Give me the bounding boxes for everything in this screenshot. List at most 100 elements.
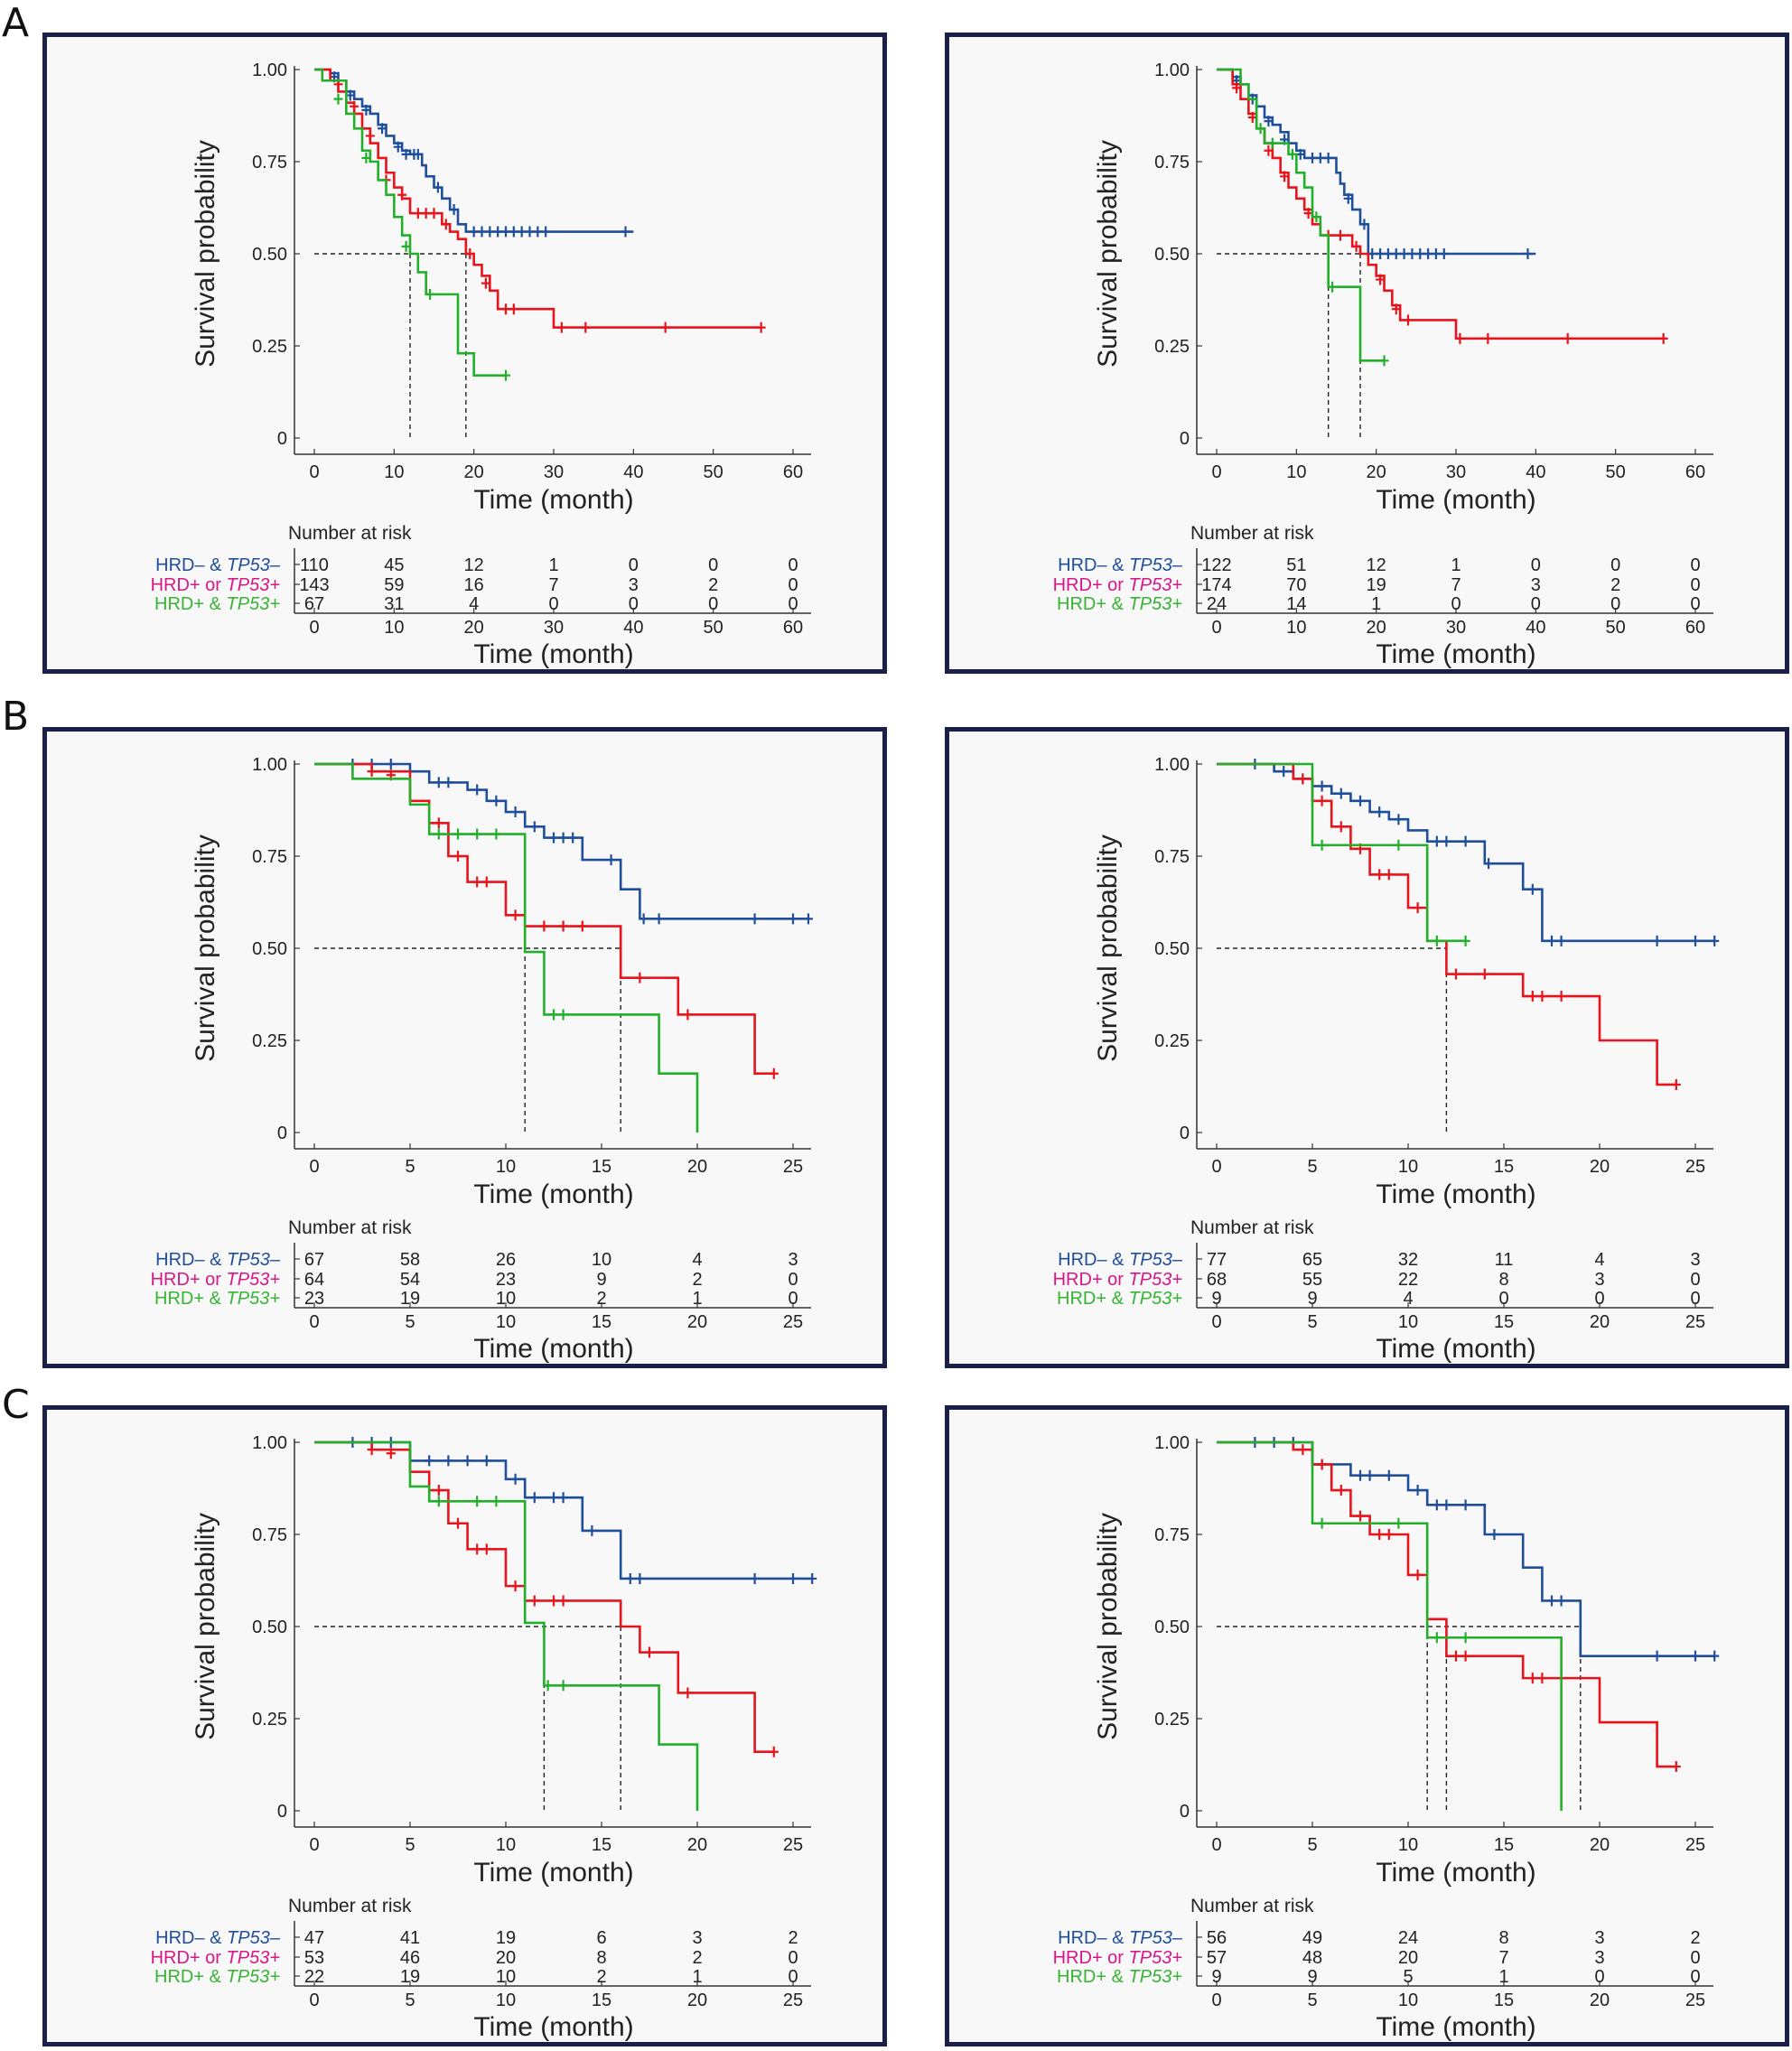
censor-mark: [491, 828, 501, 840]
censor-mark: [1356, 795, 1365, 806]
risk-count: 77: [1207, 1250, 1227, 1270]
censor-mark: [453, 828, 462, 840]
risk-table-title: Number at risk: [1190, 1217, 1314, 1238]
x-tick-label: 25: [783, 1157, 803, 1177]
censor-mark: [1365, 1469, 1375, 1481]
risk-count: 0: [1594, 1967, 1604, 1987]
censor-mark: [1563, 332, 1573, 344]
risk-count: 56: [1207, 1928, 1227, 1948]
censor-mark: [501, 303, 510, 315]
x-tick-label: 5: [1307, 1835, 1317, 1855]
censor-mark: [401, 240, 411, 252]
risk-count: 0: [788, 575, 798, 595]
censor-mark: [1442, 1499, 1451, 1511]
censor-mark: [361, 152, 371, 163]
censor-mark: [1287, 148, 1297, 160]
risk-x-axis-title: Time (month): [473, 1334, 633, 1364]
x-tick-label: 30: [544, 462, 564, 482]
risk-count: 5: [1403, 1967, 1413, 1987]
risk-x-tick-label: 20: [1367, 618, 1386, 638]
censor-mark: [1547, 1595, 1556, 1607]
y-tick-label: 0.75: [1154, 1525, 1190, 1545]
risk-x-tick-label: 0: [1211, 618, 1221, 638]
x-tick-label: 10: [1398, 1835, 1418, 1855]
y-axis-title: Survival probability: [191, 140, 220, 368]
censor-mark: [1328, 281, 1338, 293]
censor-mark: [1439, 248, 1449, 259]
risk-group-label: HRD+ or TP53+: [1053, 1948, 1182, 1968]
censor-mark: [1461, 1499, 1470, 1511]
censor-mark: [1432, 835, 1442, 847]
censor-mark: [1461, 1632, 1470, 1644]
censor-mark: [1547, 935, 1556, 946]
risk-count: 23: [304, 1289, 324, 1309]
censor-mark: [386, 759, 396, 769]
censor-mark: [1415, 248, 1425, 259]
risk-count: 55: [1302, 1270, 1322, 1290]
risk-count: 0: [788, 1967, 798, 1987]
risk-x-tick-label: 5: [1307, 1312, 1317, 1332]
risk-count: 7: [548, 575, 558, 595]
risk-group-label: HRD– & TP53–: [1058, 1250, 1183, 1270]
y-tick-label: 0.75: [252, 1525, 287, 1545]
y-tick-label: 0.50: [252, 939, 287, 959]
x-tick-label: 20: [1367, 462, 1386, 482]
x-tick-label: 25: [1685, 1835, 1705, 1855]
risk-count: 0: [788, 1948, 798, 1968]
survival-curve-group-1: [1217, 762, 1715, 943]
risk-x-tick-label: 60: [1685, 618, 1705, 638]
risk-x-tick-label: 15: [592, 1990, 611, 2010]
censor-mark: [1232, 82, 1242, 94]
censor-mark: [529, 821, 539, 833]
risk-x-tick-label: 20: [1590, 1312, 1610, 1332]
km-panel-c-left: 0 0.25 0.50 0.75 1.00 0 5 10 15 20 25 Survival prob…: [42, 1405, 887, 2046]
risk-group-label: HRD+ & TP53+: [1057, 594, 1182, 614]
risk-count: 12: [464, 555, 484, 575]
censor-mark: [510, 1580, 520, 1592]
censor-mark: [481, 1455, 491, 1467]
x-tick-label: 20: [687, 1157, 707, 1177]
y-tick-label: 0: [277, 429, 287, 449]
risk-count: 4: [692, 1250, 702, 1270]
censor-mark: [1652, 1650, 1662, 1662]
censor-mark: [1484, 858, 1494, 870]
censor-mark: [558, 1595, 568, 1607]
censor-mark: [469, 226, 479, 238]
censor-mark: [541, 226, 551, 238]
censor-mark: [769, 1746, 779, 1757]
survival-curve-group-3: [314, 762, 699, 1133]
risk-count: 143: [299, 575, 329, 595]
risk-count: 4: [1403, 1289, 1413, 1309]
section-label-a: A: [2, 0, 30, 46]
risk-count: 26: [496, 1250, 516, 1270]
censor-mark: [517, 226, 527, 238]
censor-mark: [558, 832, 568, 844]
censor-mark: [1483, 332, 1493, 344]
censor-mark: [1375, 1529, 1385, 1540]
x-tick-label: 0: [1211, 1835, 1221, 1855]
censor-mark: [367, 766, 377, 778]
risk-count: 3: [1594, 1928, 1604, 1948]
x-axis-title: Time (month): [473, 1858, 633, 1888]
risk-count: 19: [400, 1967, 420, 1987]
censor-mark: [1671, 1078, 1681, 1090]
risk-count: 0: [548, 594, 558, 614]
x-axis-title: Time (month): [1376, 1179, 1535, 1209]
risk-x-tick-label: 40: [623, 618, 643, 638]
risk-table-title: Number at risk: [288, 523, 412, 544]
risk-x-tick-label: 20: [687, 1990, 707, 2010]
y-tick-label: 1.00: [1154, 61, 1190, 80]
risk-count: 0: [1690, 1289, 1700, 1309]
censor-mark: [1451, 968, 1461, 980]
risk-count: 3: [629, 575, 639, 595]
censor-mark: [1383, 248, 1393, 259]
risk-count: 24: [1398, 1928, 1418, 1948]
x-tick-label: 50: [704, 462, 723, 482]
risk-x-axis-title: Time (month): [1376, 2012, 1535, 2042]
risk-x-tick-label: 30: [1446, 618, 1466, 638]
risk-count: 0: [1610, 555, 1620, 575]
censor-mark: [1556, 935, 1566, 946]
x-tick-label: 20: [1590, 1835, 1610, 1855]
x-tick-label: 10: [496, 1835, 516, 1855]
survival-curve-group-3: [314, 1440, 699, 1811]
